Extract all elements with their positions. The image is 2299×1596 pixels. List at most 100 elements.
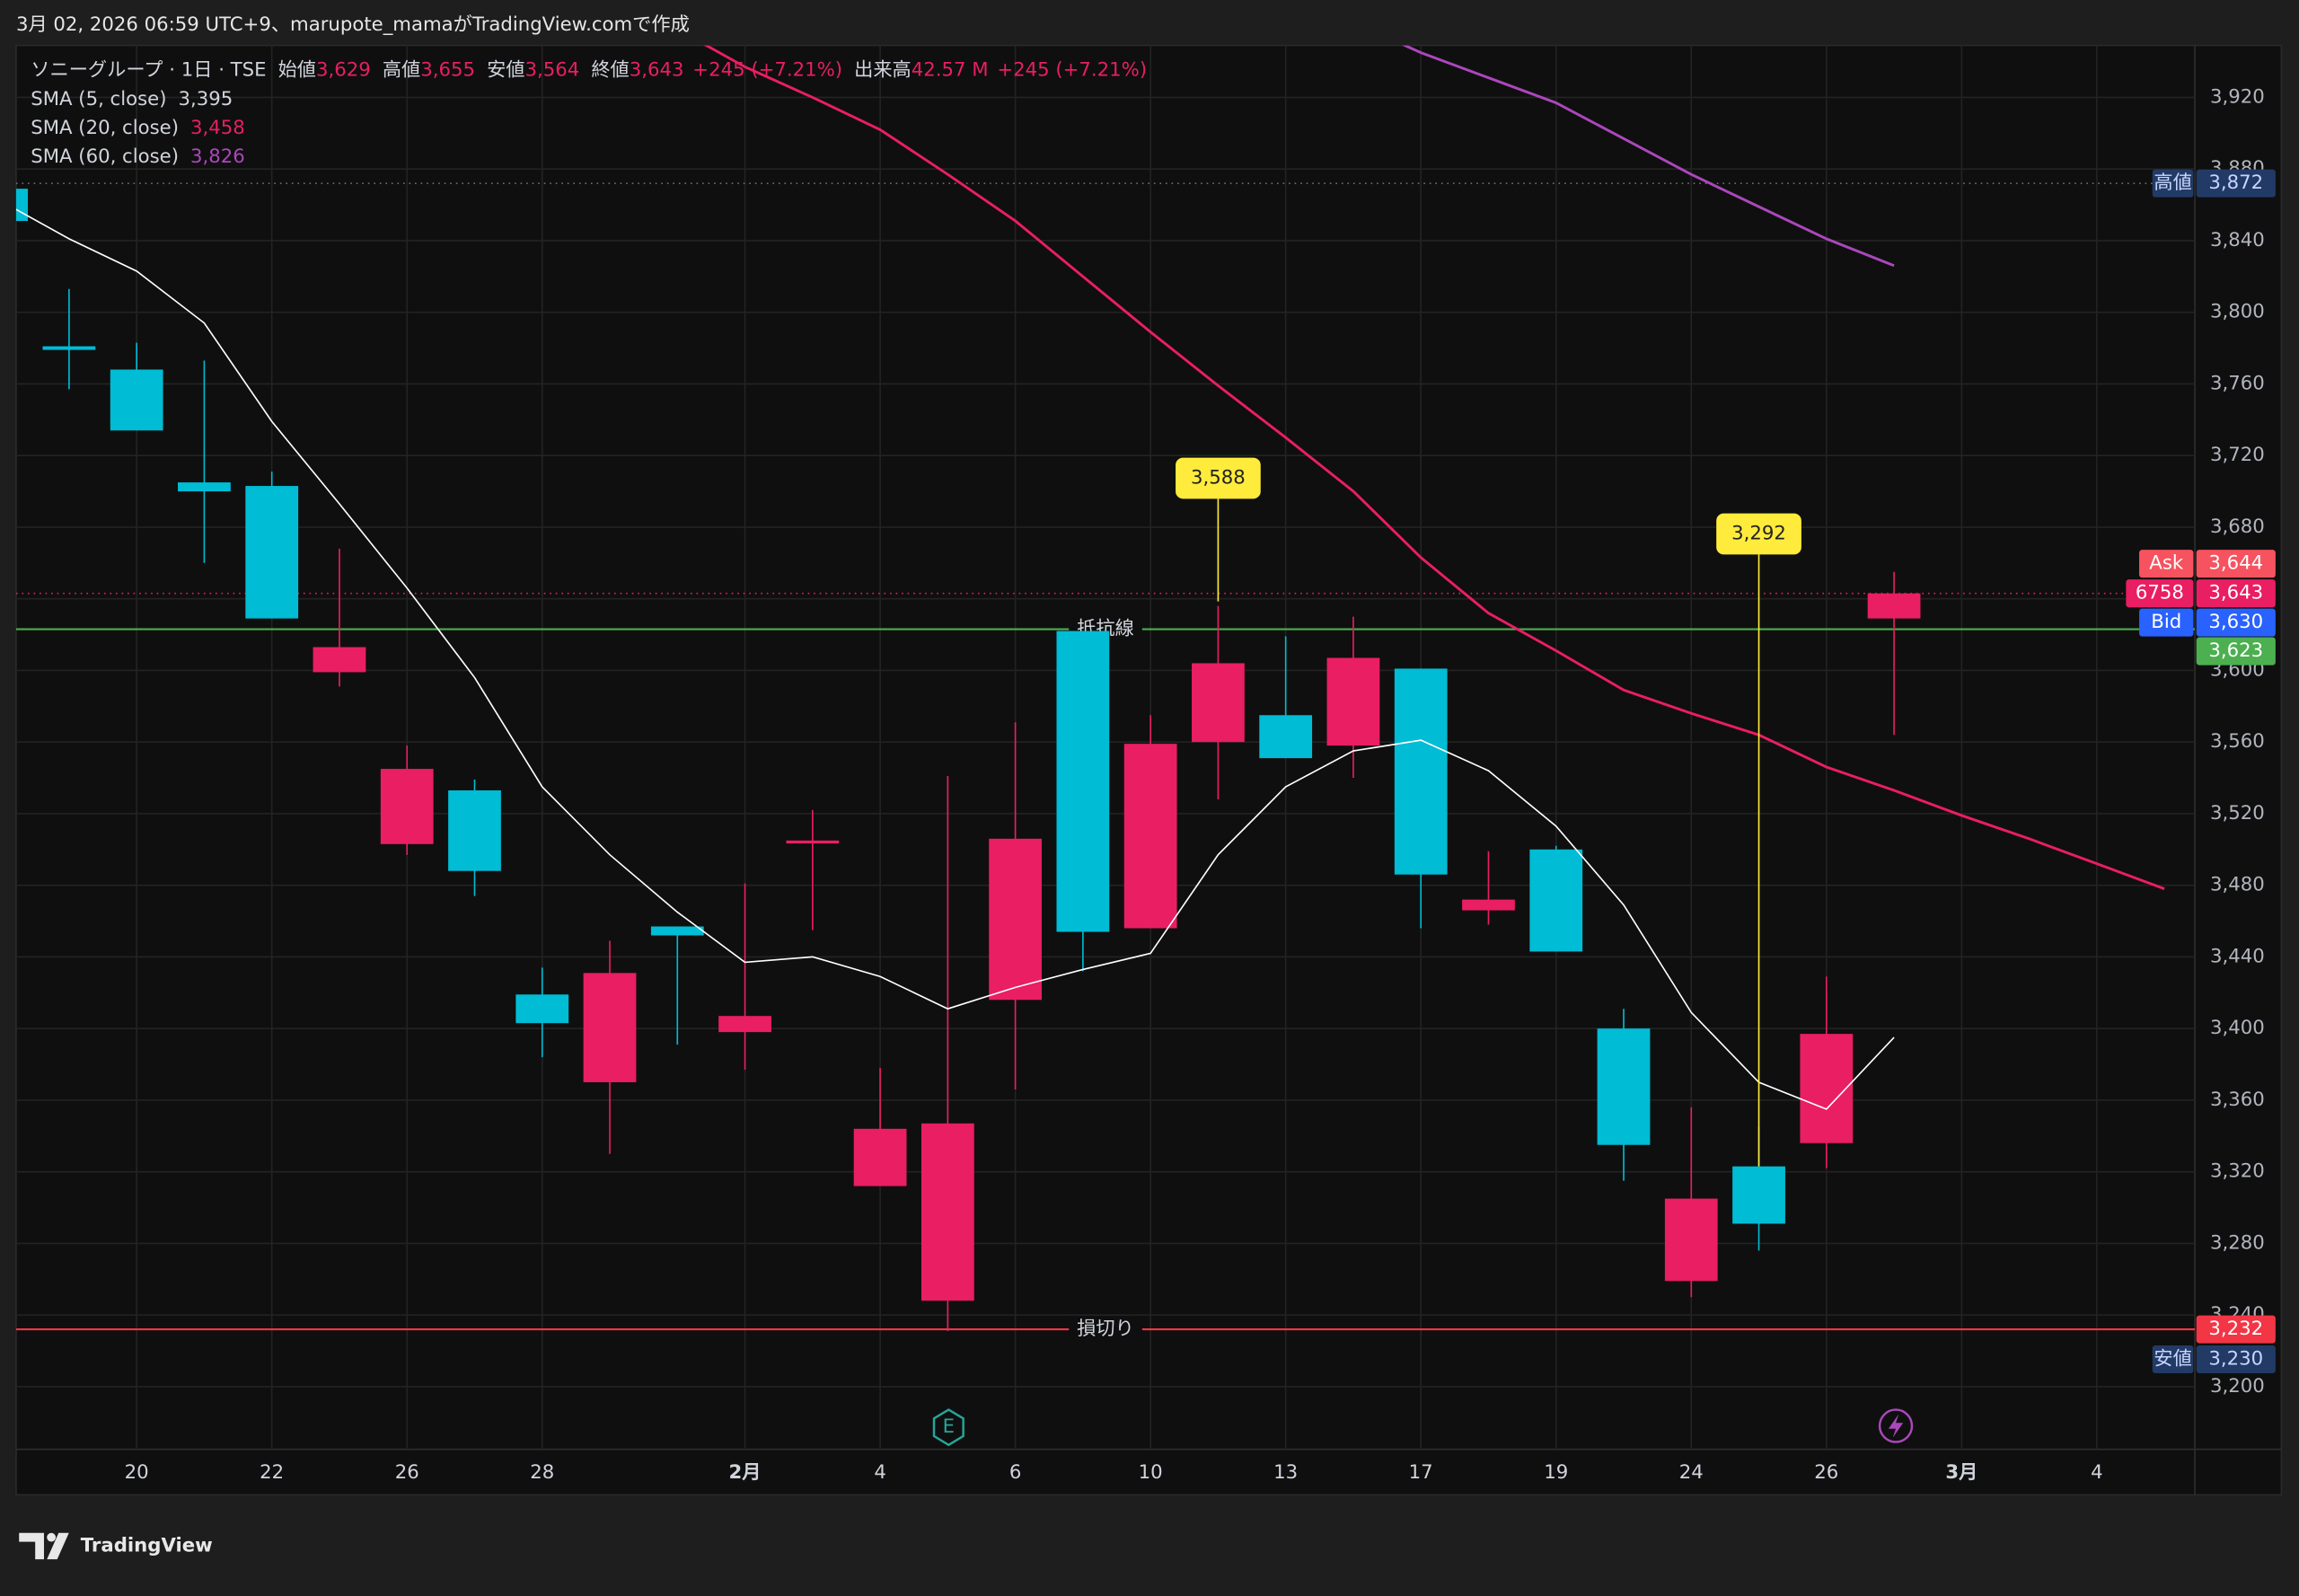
legend: ソニーグループ · 1日 · TSE 始値3,629 高値3,655 安値3,564 終… — [31, 58, 1147, 167]
y-tick-label: 3,280 — [2210, 1231, 2265, 1254]
y-tick-label: 3,840 — [2210, 229, 2265, 251]
sma-line — [703, 45, 2165, 890]
y-tick-label: 3,920 — [2210, 85, 2265, 108]
candle-body — [515, 994, 569, 1024]
price-badge-label: 高値 — [2154, 172, 2191, 194]
legend-row: SMA (5, close) 3,395 — [31, 88, 233, 110]
y-tick-label: 3,680 — [2210, 516, 2265, 538]
legend-item: 始値 — [278, 58, 316, 81]
price-badge — [2196, 637, 2276, 666]
callout-box — [1176, 457, 1261, 499]
x-tick-label: 22 — [260, 1461, 284, 1484]
price-badge-value: 3,623 — [2208, 639, 2263, 662]
y-tick-label: 3,520 — [2210, 802, 2265, 824]
price-badge-label-bg — [2139, 608, 2194, 637]
candle-body — [920, 1123, 974, 1301]
candle-body — [42, 346, 96, 350]
earnings-label[interactable]: E — [943, 1415, 955, 1438]
price-badge — [2196, 1345, 2276, 1373]
x-tick-label: 19 — [1544, 1461, 1568, 1484]
y-tick-label: 3,320 — [2210, 1160, 2265, 1183]
candle-body — [448, 790, 501, 871]
y-tick-label: 3,360 — [2210, 1089, 2265, 1111]
legend-item: 安値 — [487, 58, 524, 81]
earnings-marker: E — [932, 1408, 965, 1447]
candle-body — [1529, 849, 1583, 952]
callout-label: 3,588 — [1191, 466, 1246, 489]
candle-body — [786, 840, 840, 844]
event-marker[interactable] — [1878, 1408, 1914, 1443]
candle-body — [1732, 1166, 1785, 1224]
legend-item: 終値 — [591, 58, 629, 81]
brand-logo: TradingView — [19, 1532, 213, 1560]
legend-item: 3,564 — [525, 58, 580, 81]
candle-body — [1800, 1034, 1854, 1143]
candle-body — [718, 1016, 771, 1033]
candle-body — [245, 486, 299, 619]
candle-body — [1394, 668, 1448, 875]
candle-body — [380, 769, 434, 844]
price-badge-value: 3,230 — [2208, 1347, 2263, 1370]
price-badge-label: 6758 — [2136, 582, 2184, 604]
legend-row: SMA (20, close) 3,458 — [31, 117, 245, 139]
candle-body — [1462, 899, 1515, 911]
legend-row: ソニーグループ · 1日 · TSE 始値3,629 高値3,655 安値3,564 終… — [31, 58, 1147, 81]
x-tick-label: 3月 — [1945, 1461, 1977, 1484]
x-tick-label: 2月 — [729, 1461, 762, 1484]
legend-series-name: SMA (5, close) — [31, 88, 166, 110]
price-badge — [2196, 608, 2276, 637]
y-tick-label: 3,560 — [2210, 730, 2265, 753]
price-badge-label-bg — [2126, 579, 2194, 608]
candle-body — [1664, 1198, 1718, 1282]
y-tick-label: 3,400 — [2210, 1017, 2265, 1039]
legend-item: 出来高 — [854, 58, 912, 81]
legend-row: SMA (60, close) 3,826 — [31, 145, 245, 168]
price-badge-value: 3,630 — [2208, 611, 2263, 633]
x-tick-label: 17 — [1409, 1461, 1433, 1484]
top-bar-text: 3月 02, 2026 06:59 UTC+9、marupote_mamaがTr… — [16, 13, 690, 36]
x-tick-label: 28 — [530, 1461, 554, 1484]
logo-shape — [47, 1532, 57, 1542]
price-badge-value: 3,872 — [2208, 172, 2263, 194]
x-tick-label: 20 — [125, 1461, 149, 1484]
x-tick-label: 4 — [2091, 1461, 2103, 1484]
price-line-label: 損切り — [1077, 1318, 1134, 1340]
price-badge — [2196, 550, 2276, 578]
candle-body — [650, 926, 704, 936]
price-badge-label: 安値 — [2154, 1347, 2191, 1370]
callout-box — [1716, 513, 1801, 555]
y-tick-label: 3,720 — [2210, 444, 2265, 466]
event-icon[interactable] — [1878, 1408, 1914, 1443]
legend-series-name: SMA (60, close) — [31, 145, 179, 168]
legend-item: ソニーグループ · 1日 · TSE — [31, 58, 266, 81]
price-badge — [2196, 1315, 2276, 1344]
legend-item: 42.57 M — [912, 58, 989, 81]
x-tick-label: 10 — [1139, 1461, 1163, 1484]
sma-line — [15, 208, 1895, 1110]
price-badge — [2196, 579, 2276, 608]
legend-item: 3,643 — [630, 58, 684, 81]
legend-item: 3,629 — [316, 58, 371, 81]
price-badge-label: Ask — [2149, 552, 2184, 575]
legend-item: +245 (+7.21%) — [692, 58, 842, 81]
legend-item: 3,655 — [420, 58, 475, 81]
x-tick-label: 26 — [1814, 1461, 1838, 1484]
earnings-icon — [932, 1408, 965, 1447]
legend-item: 高値 — [383, 58, 420, 81]
candle-body — [313, 647, 366, 673]
candle-body — [1867, 593, 1921, 619]
candle-body — [989, 838, 1042, 1001]
price-badge-label: Bid — [2151, 611, 2181, 633]
event-bolt — [1888, 1414, 1904, 1438]
y-tick-label: 3,440 — [2210, 945, 2265, 967]
y-tick-label: 3,760 — [2210, 372, 2265, 394]
candle-body — [15, 189, 29, 222]
candle-body — [1326, 657, 1380, 746]
candle-body — [1192, 663, 1245, 743]
legend-series-value: 3,395 — [179, 88, 233, 110]
candle-body — [1056, 630, 1110, 932]
x-tick-label: 13 — [1273, 1461, 1298, 1484]
